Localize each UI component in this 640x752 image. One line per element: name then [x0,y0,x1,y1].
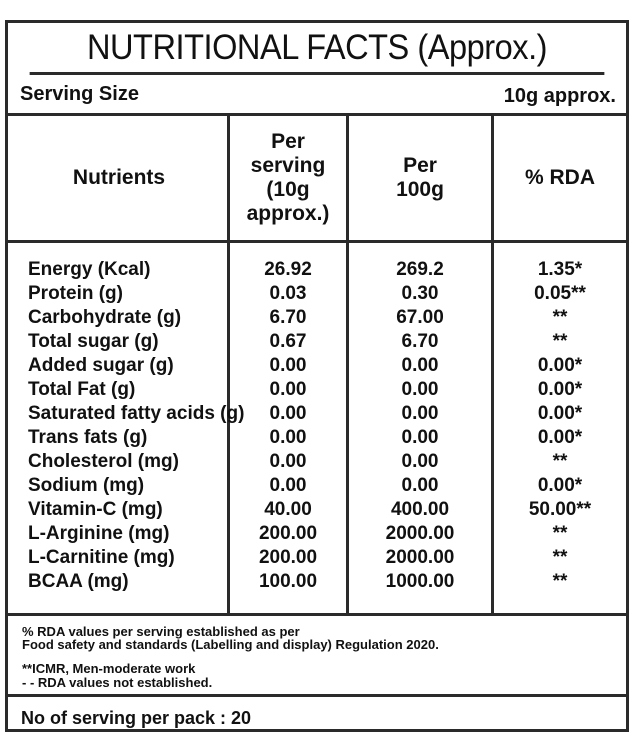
table-row: Total sugar (g) 0.67 6.70 ** [28,331,568,352]
header-nutrients: Nutrients [72,166,166,189]
table-row: Cholesterol (mg) 0.00 0.00 ** [28,451,568,472]
table-row: L-Arginine (mg) 200.00 2000.00 ** [28,523,568,544]
nutrient-rows: Energy (Kcal) 26.92 269.2 1.35* Protein … [8,243,626,613]
table-row: Saturated fatty acids (g) 0.00 0.00 0.00… [28,403,583,424]
serving-size-row: Serving Size 10g approx. [8,75,626,116]
table-row: L-Carnitine (mg) 200.00 2000.00 ** [28,547,568,568]
column-divider [491,116,494,613]
footnote-rda-basis: % RDA values per serving established as … [22,624,300,639]
table-row: Protein (g) 0.03 0.30 0.05** [28,283,586,304]
table-row: Vitamin-C (mg) 40.00 400.00 50.00** [28,499,592,520]
footnote-not-established: - - RDA values not established. [22,675,213,690]
nutrition-facts-panel: NUTRITIONAL FACTS (Approx.) Serving Size… [5,20,629,732]
table-row: Energy (Kcal) 26.92 269.2 1.35* [28,259,583,280]
header-rda: % RDA [524,166,595,189]
panel-title: NUTRITIONAL FACTS (Approx.) [29,23,605,75]
column-divider [346,116,349,613]
table-row: Trans fats (g) 0.00 0.00 0.00* [28,427,583,448]
column-divider [227,116,230,613]
header-per-100g: Per 100g [396,154,444,201]
footnote-regulation: Food safety and standards (Labelling and… [22,637,439,652]
table-row: Sodium (mg) 0.00 0.00 0.00* [28,475,583,496]
table-row: BCAA (mg) 100.00 1000.00 ** [28,571,568,592]
footnote-icmr: **ICMR, Men-moderate work [22,661,196,676]
serving-size-value: 10g approx. [503,85,616,107]
table-row: Total Fat (g) 0.00 0.00 0.00* [28,379,583,400]
table-row: Added sugar (g) 0.00 0.00 0.00* [28,355,583,376]
header-per-serving: Per serving (10g approx.) [246,130,330,225]
footnotes: % RDA values per serving established as … [8,613,626,697]
table-header: Nutrients Per serving (10g approx.) Per … [8,116,626,243]
serving-size-label: Serving Size [20,83,139,105]
servings-per-pack: No of serving per pack : 20 [21,708,252,728]
table-row: Carbohydrate (g) 6.70 67.00 ** [28,307,568,328]
